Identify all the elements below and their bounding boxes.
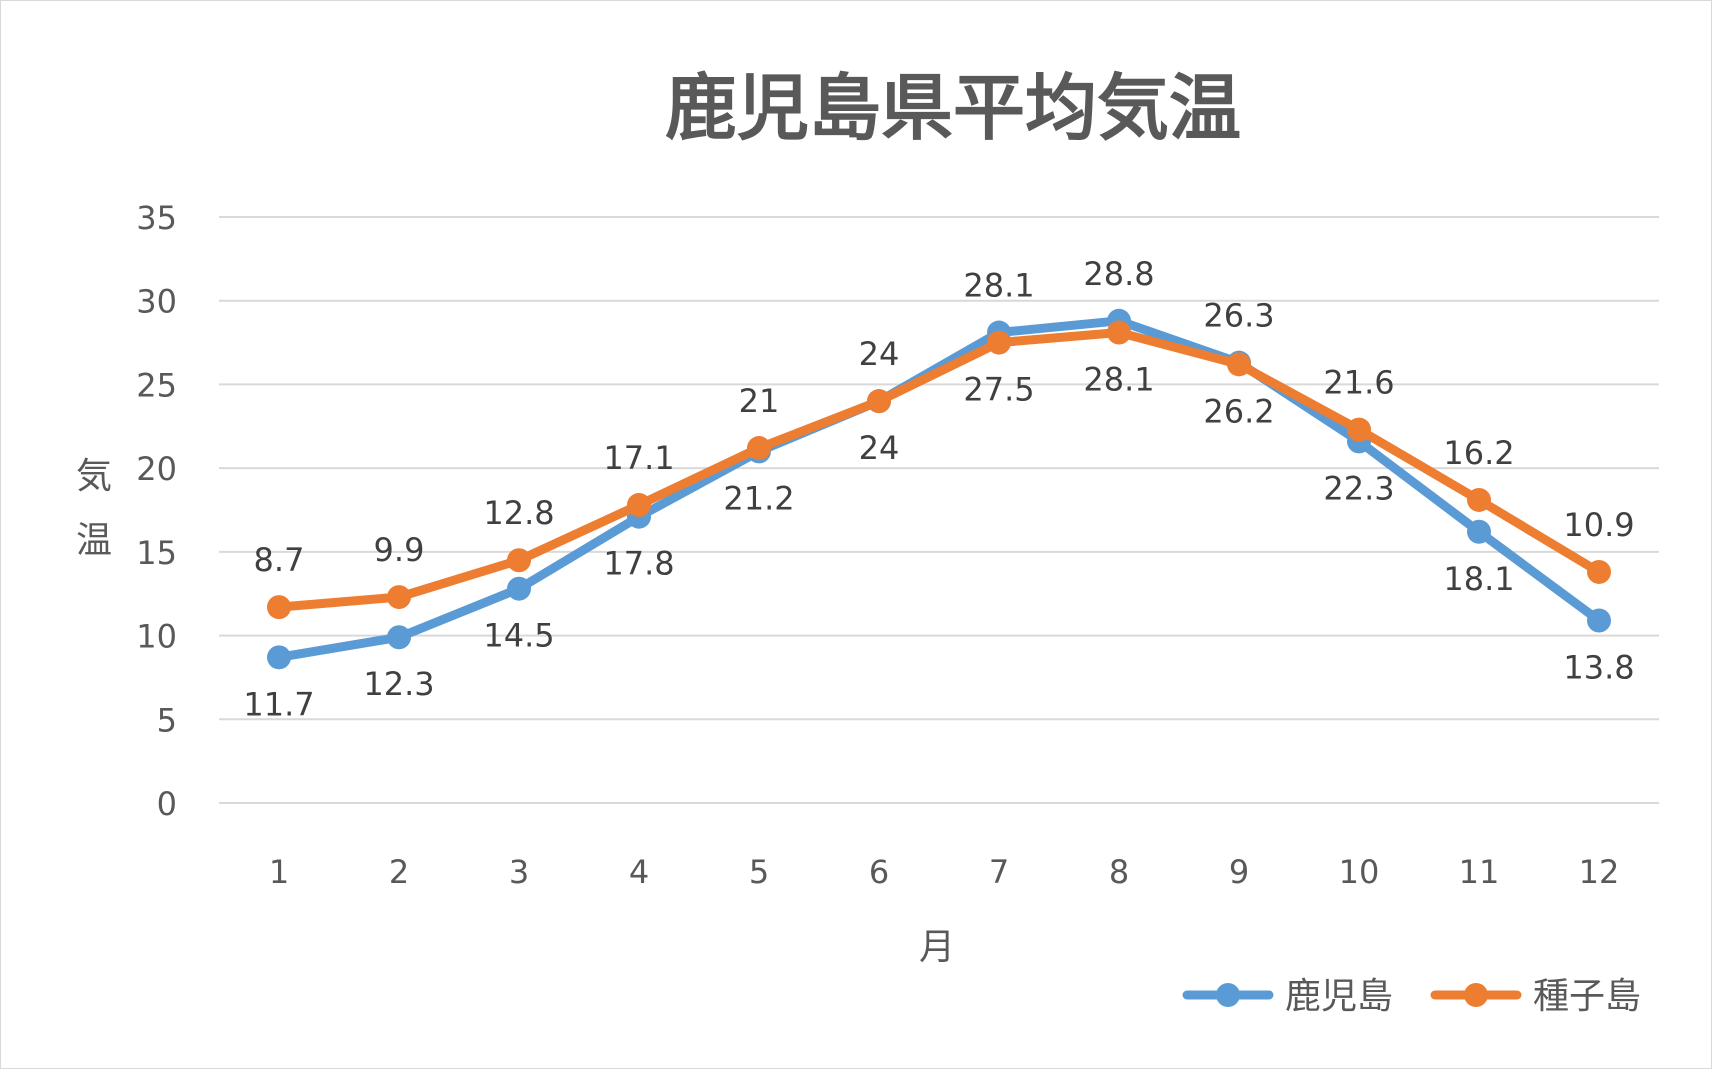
y-tick-30: 30 (136, 283, 177, 321)
data-point (387, 585, 411, 610)
legend-marker (1216, 983, 1240, 1007)
y-axis-title-char: 温 (76, 520, 112, 561)
data-point (1587, 608, 1611, 633)
legend-item-鹿児島: 鹿児島 (1182, 976, 1393, 1017)
series-鹿児島 (267, 308, 1611, 670)
x-tick-12: 12 (1579, 853, 1620, 891)
data-label: 13.8 (1563, 649, 1634, 687)
y-tick-0: 0 (157, 785, 177, 823)
y-tick-25: 25 (136, 366, 177, 404)
data-point (267, 595, 291, 620)
legend-marker (1464, 983, 1488, 1007)
x-tick-2: 2 (389, 853, 409, 891)
x-axis-title: 月 (919, 927, 955, 968)
chart-title: 鹿児島県平均気温 (665, 66, 1241, 150)
x-tick-6: 6 (869, 853, 889, 891)
data-label: 12.3 (363, 665, 434, 703)
legend-label: 鹿児島 (1285, 976, 1393, 1017)
data-label: 26.3 (1203, 297, 1274, 335)
data-label: 14.5 (483, 617, 554, 655)
x-tick-11: 11 (1459, 853, 1500, 891)
y-tick-35: 35 (136, 199, 177, 237)
series-種子島 (267, 320, 1611, 620)
legend: 鹿児島 種子島 (1182, 976, 1641, 1017)
data-point (867, 389, 891, 414)
y-tick-5: 5 (157, 701, 177, 739)
data-label: 9.9 (374, 531, 425, 569)
data-label: 8.7 (254, 541, 305, 579)
data-point (387, 625, 411, 650)
data-point (1107, 320, 1131, 345)
data-label: 24 (859, 429, 900, 467)
data-label: 26.2 (1203, 392, 1274, 430)
series-layer (267, 308, 1611, 670)
data-point (1347, 417, 1371, 442)
data-label: 28.8 (1083, 255, 1154, 293)
data-label: 28.1 (963, 267, 1034, 305)
y-axis-title-char: 気 (76, 456, 112, 497)
data-label: 17.1 (603, 439, 674, 477)
data-point (987, 330, 1011, 355)
x-tick-9: 9 (1229, 853, 1249, 891)
data-label: 21.2 (723, 479, 794, 517)
x-tick-10: 10 (1339, 853, 1380, 891)
data-label: 16.2 (1443, 434, 1514, 472)
data-label: 28.1 (1083, 361, 1154, 399)
y-tick-15: 15 (136, 534, 177, 572)
x-tick-4: 4 (629, 853, 649, 891)
x-tick-8: 8 (1109, 853, 1129, 891)
data-label: 24 (859, 335, 900, 373)
y-axis-title: 気温 (76, 456, 112, 561)
data-point (1467, 519, 1491, 544)
series-line-鹿児島 (274, 316, 1604, 662)
x-tick-1: 1 (269, 853, 289, 891)
data-label: 22.3 (1323, 469, 1394, 507)
x-tick-3: 3 (509, 853, 529, 891)
y-axis-ticks: 0 5 10 15 20 25 30 35 (136, 199, 177, 823)
data-labels: 11.7 12.3 14.5 17.8 21.2 24 28.1 28.8 26.3 22.3 18… (243, 255, 1634, 724)
data-label: 21 (739, 382, 780, 420)
data-point (1587, 559, 1611, 584)
data-point (747, 436, 771, 461)
data-label: 27.5 (963, 371, 1034, 409)
x-tick-5: 5 (749, 853, 769, 891)
legend-label: 種子島 (1533, 976, 1641, 1017)
gridlines (219, 216, 1659, 804)
x-tick-7: 7 (989, 853, 1009, 891)
data-point (507, 576, 531, 601)
x-axis-ticks: 1 2 3 4 5 6 7 8 9 10 11 12 (269, 853, 1620, 891)
data-point (507, 548, 531, 573)
data-label: 21.6 (1323, 364, 1394, 402)
y-tick-10: 10 (136, 618, 177, 656)
data-point (1227, 352, 1251, 377)
data-label: 11.7 (243, 685, 314, 723)
data-label: 10.9 (1563, 506, 1634, 544)
series-line-種子島 (274, 328, 1604, 612)
legend-item-種子島: 種子島 (1430, 976, 1641, 1017)
data-point (1467, 487, 1491, 512)
data-label: 18.1 (1443, 560, 1514, 598)
data-label: 12.8 (483, 494, 554, 532)
y-tick-20: 20 (136, 450, 177, 488)
data-point (267, 645, 291, 670)
data-label: 17.8 (603, 545, 674, 583)
data-point (627, 492, 651, 517)
